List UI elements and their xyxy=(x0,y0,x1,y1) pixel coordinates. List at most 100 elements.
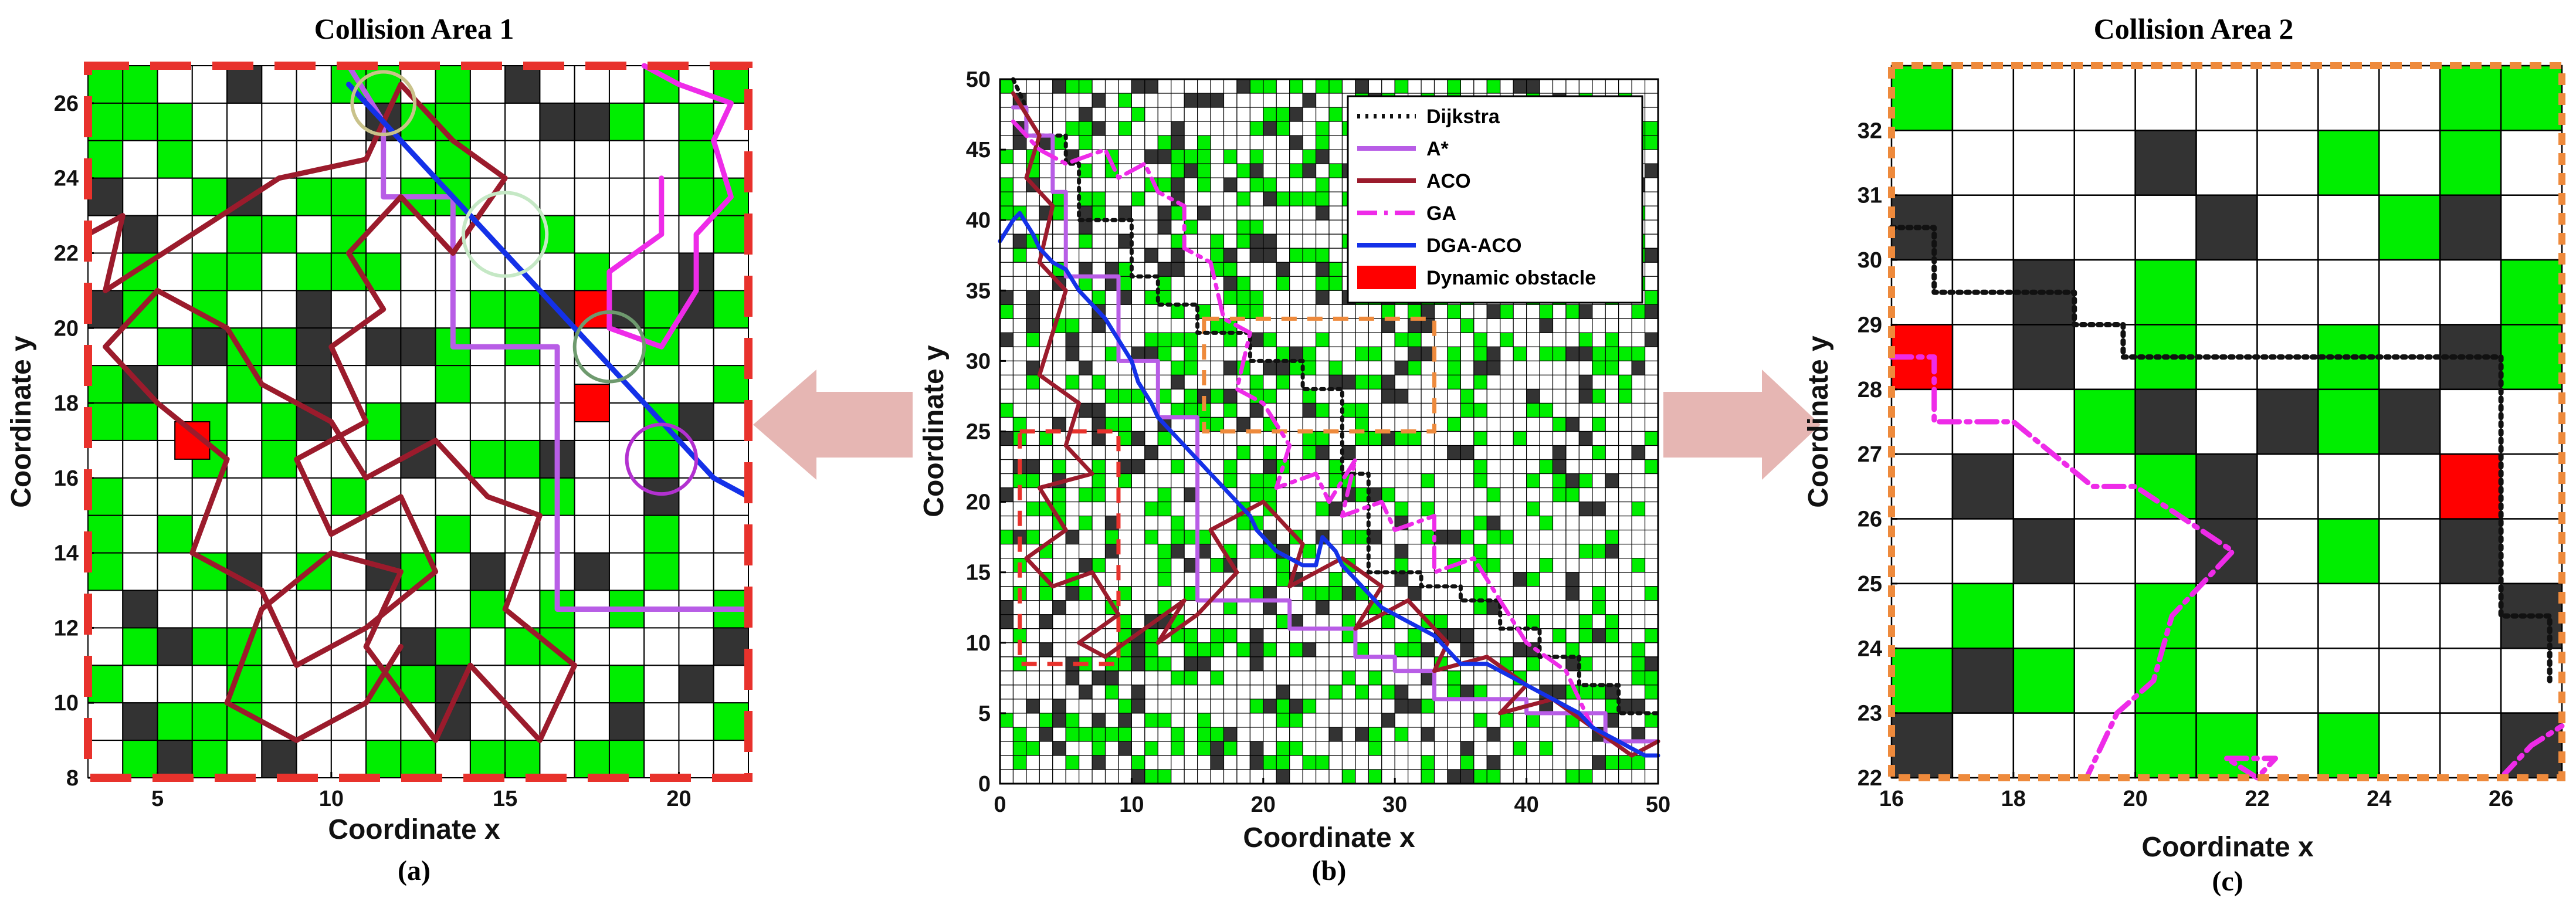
grid-cell xyxy=(1605,572,1619,587)
grid-cell xyxy=(1276,135,1290,150)
grid-cell xyxy=(1302,388,1317,404)
grid-cell xyxy=(1578,431,1593,446)
grid-cell xyxy=(1341,713,1356,728)
grid-cell xyxy=(1592,755,1606,770)
grid-cell xyxy=(1644,530,1659,545)
grid-cell xyxy=(1644,685,1659,700)
grid-cell xyxy=(1341,670,1356,686)
grid-cell xyxy=(1210,191,1225,206)
grid-cell xyxy=(1236,107,1250,122)
grid-cell xyxy=(1631,600,1646,615)
grid-cell xyxy=(1592,530,1606,545)
grid-cell xyxy=(1210,614,1225,629)
grid-cell xyxy=(1052,431,1066,446)
grid-cell xyxy=(1157,699,1172,714)
grid-cell xyxy=(1157,93,1172,108)
grid-cell xyxy=(1052,558,1066,573)
grid-cell xyxy=(1539,388,1554,404)
grid-cell xyxy=(1118,177,1132,192)
grid-cell xyxy=(1144,219,1158,235)
grid-cell xyxy=(1276,79,1290,94)
grid-cell xyxy=(1223,219,1238,235)
grid-cell xyxy=(191,589,228,629)
grid-cell xyxy=(1341,79,1356,94)
grid-cell xyxy=(1328,93,1343,108)
grid-cell xyxy=(999,304,1014,319)
grid-cell xyxy=(2256,453,2319,520)
grid-cell xyxy=(1394,318,1409,333)
grid-cell xyxy=(330,589,367,629)
grid-cell xyxy=(1092,473,1106,489)
grid-cell xyxy=(1026,402,1040,418)
grid-cell xyxy=(1552,501,1567,517)
y-tick-label: 22 xyxy=(1858,766,1882,791)
grid-cell xyxy=(87,589,124,629)
grid-cell xyxy=(1644,332,1659,347)
grid-cell xyxy=(1144,755,1158,770)
grid-cell xyxy=(1079,614,1093,629)
grid-cell xyxy=(643,514,680,554)
grid-cell xyxy=(1144,248,1158,263)
grid-cell xyxy=(1486,699,1501,714)
grid-cell xyxy=(1605,431,1619,446)
grid-cell xyxy=(1618,459,1632,475)
grid-cell xyxy=(999,93,1014,108)
grid-cell xyxy=(1315,516,1330,531)
grid-cell xyxy=(1302,769,1317,784)
grid-cell xyxy=(400,290,436,329)
grid-cell xyxy=(1249,741,1264,756)
grid-cell xyxy=(1026,459,1040,475)
grid-cell xyxy=(1565,600,1580,615)
y-tick-label: 23 xyxy=(1858,702,1882,726)
grid-cell xyxy=(1236,79,1250,94)
grid-cell xyxy=(1026,79,1040,94)
grid-cell xyxy=(1433,79,1448,94)
grid-cell xyxy=(1644,501,1659,517)
grid-cell xyxy=(1289,586,1303,601)
grid-cell xyxy=(122,102,158,141)
grid-cell xyxy=(999,600,1014,615)
grid-cell xyxy=(713,365,749,404)
grid-cell xyxy=(1394,332,1409,347)
grid-cell xyxy=(1328,501,1343,517)
grid-cell xyxy=(1223,374,1238,390)
grid-cell xyxy=(1421,699,1435,714)
grid-cell xyxy=(1605,346,1619,362)
grid-cell xyxy=(1644,304,1659,319)
series-line-ga xyxy=(1889,354,2236,781)
grid-cell xyxy=(1184,374,1198,390)
grid-cell xyxy=(1131,346,1145,362)
grid-cell xyxy=(678,627,714,666)
grid-cell xyxy=(1171,685,1185,700)
grid-cell xyxy=(1368,445,1382,460)
grid-cell xyxy=(1223,248,1238,263)
grid-cell xyxy=(1592,79,1606,94)
grid-cell xyxy=(1236,600,1250,615)
grid-cell xyxy=(1618,346,1632,362)
grid-cell xyxy=(999,205,1014,221)
grid-cell xyxy=(1210,741,1225,756)
grid-cell xyxy=(1079,262,1093,277)
grid-cell xyxy=(1289,177,1303,192)
grid-cell xyxy=(1328,318,1343,333)
grid-cell xyxy=(1578,727,1593,742)
grid-cell xyxy=(1328,233,1343,249)
grid-cell xyxy=(1644,360,1659,376)
grid-cell xyxy=(1539,713,1554,728)
grid-cell xyxy=(1631,473,1646,489)
grid-cell xyxy=(1565,304,1580,319)
grid-cell xyxy=(1500,318,1514,333)
grid-cell xyxy=(999,332,1014,347)
grid-cell xyxy=(1433,713,1448,728)
grid-cell xyxy=(1039,614,1053,629)
grid-cell xyxy=(1263,374,1277,390)
grid-cell xyxy=(1315,177,1330,192)
grid-cell xyxy=(1026,600,1040,615)
grid-cell xyxy=(2317,259,2380,326)
grid-cell xyxy=(1092,741,1106,756)
grid-cell xyxy=(1473,318,1487,333)
grid-cell xyxy=(1447,346,1461,362)
grid-cell xyxy=(261,477,297,516)
grid-cell xyxy=(1578,558,1593,573)
grid-cell xyxy=(1263,685,1277,700)
